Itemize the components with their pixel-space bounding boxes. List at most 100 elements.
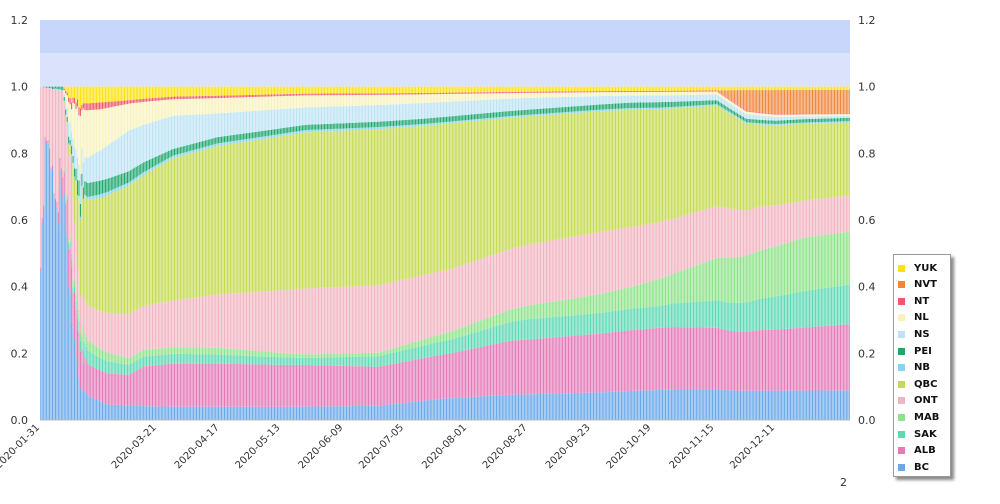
bar-segment-nb: [477, 119, 478, 121]
bar-segment-pei: [575, 106, 576, 111]
bar-segment-nt: [250, 95, 251, 97]
bar-segment-ns: [99, 151, 100, 181]
bar-segment-sak: [217, 355, 218, 364]
bar-segment-ont: [167, 302, 168, 348]
bar-segment-yuk: [615, 87, 616, 91]
bar-segment-nt: [195, 96, 196, 99]
bar-segment-nl: [475, 94, 476, 101]
bar-segment-nb: [636, 108, 637, 110]
bar-segment-qbc: [171, 159, 172, 301]
bar-segment-ont: [474, 261, 475, 323]
bar-segment-ont: [93, 308, 94, 344]
bar-segment-nl: [581, 92, 582, 96]
bar-segment-mab: [198, 347, 199, 354]
bar-segment-alb: [53, 193, 54, 196]
bar-segment-bc: [599, 392, 600, 420]
bar-segment-nt: [105, 102, 106, 108]
bar-segment-bc: [52, 169, 53, 420]
bar-segment-ont: [625, 228, 626, 288]
bar-segment-nt: [255, 95, 256, 97]
bar-segment-ns: [483, 100, 484, 113]
bar-segment-nl: [537, 93, 538, 98]
bar-segment-ns: [127, 132, 128, 172]
bar-segment-yuk: [649, 87, 650, 91]
bar-segment-bc: [67, 236, 68, 420]
bar-segment-nt: [665, 91, 666, 92]
bar-segment-mab: [315, 354, 316, 357]
bar-segment-bc: [490, 396, 491, 420]
bar-segment-pei: [67, 117, 68, 122]
bar-segment-sak: [98, 357, 99, 370]
bar-segment-qbc: [547, 115, 548, 241]
bar-segment-bc: [111, 405, 112, 420]
bar-segment-pei: [265, 131, 266, 137]
bar-segment-qbc: [215, 146, 216, 294]
bar-segment-nb: [653, 108, 654, 110]
bar-segment-pei: [121, 174, 122, 186]
bar-segment-yuk: [262, 87, 263, 95]
bar-segment-ns: [400, 104, 401, 120]
bar-segment-nb: [377, 127, 378, 129]
bar-segment-nb: [220, 143, 221, 146]
bar-segment-pei: [634, 103, 635, 108]
bar-segment-mab: [475, 322, 476, 332]
bar-segment-nb: [86, 196, 87, 199]
bar-segment-qbc: [168, 161, 169, 302]
bar-segment-ont: [562, 239, 563, 300]
bar-segment-nb: [350, 128, 351, 130]
bar-segment-pei: [590, 105, 591, 110]
bar-segment-alb: [295, 365, 296, 407]
bar-segment-nb: [327, 129, 328, 131]
bar-segment-ont: [268, 291, 269, 352]
bar-segment-nl: [211, 98, 212, 113]
bar-segment-sak: [543, 318, 544, 338]
bar-segment-mab: [508, 310, 509, 322]
bar-segment-pei: [89, 183, 90, 197]
bar-segment-qbc: [578, 113, 579, 236]
bar-segment-mab: [265, 352, 266, 357]
bar-segment-ns: [86, 157, 87, 182]
bar-segment-nl: [83, 109, 84, 163]
bar-segment-ont: [220, 294, 221, 348]
bar-segment-mab: [534, 305, 535, 319]
bar-segment-nb: [80, 217, 81, 220]
bar-segment-sak: [468, 334, 469, 349]
bar-segment-ont: [237, 293, 238, 349]
bar-segment-ns: [486, 100, 487, 113]
bar-segment-sak: [337, 357, 338, 366]
bar-segment-yuk: [531, 87, 532, 92]
bar-segment-nt: [581, 91, 582, 92]
bar-segment-nb: [302, 131, 303, 133]
bar-segment-ns: [222, 113, 223, 136]
bar-segment-pei: [346, 123, 347, 128]
bar-segment-nl: [173, 99, 174, 116]
bar-segment-yuk: [636, 87, 637, 91]
bar-segment-nl: [236, 98, 237, 113]
bar-segment-mab: [622, 289, 623, 310]
bar-segment-yuk: [250, 87, 251, 95]
bar-segment-nt: [133, 100, 134, 103]
bar-segment-qbc: [109, 194, 110, 313]
bar-segment-nt: [349, 93, 350, 95]
bar-segment-bc: [237, 407, 238, 420]
bar-segment-mab: [408, 344, 409, 349]
bar-segment-nl: [359, 95, 360, 106]
bar-segment-nb: [153, 166, 154, 169]
bar-segment-alb: [605, 333, 606, 392]
bar-segment-sak: [278, 357, 279, 365]
bar-segment-nb: [524, 115, 525, 117]
bar-segment-ont: [174, 301, 175, 348]
bar-segment-nt: [92, 103, 93, 110]
bar-segment-ns: [324, 107, 325, 124]
bar-segment-alb: [150, 366, 151, 406]
bar-segment-nb: [215, 144, 216, 147]
bar-segment-sak: [652, 307, 653, 329]
bar-segment-nb: [534, 114, 535, 116]
bar-segment-nl: [314, 95, 315, 107]
bar-segment-ont: [636, 226, 637, 285]
bar-segment-nl: [242, 97, 243, 111]
bar-segment-nl: [528, 93, 529, 98]
bar-segment-qbc: [646, 109, 647, 224]
bar-segment-nl: [365, 95, 366, 106]
bar-segment-nb: [333, 129, 334, 131]
